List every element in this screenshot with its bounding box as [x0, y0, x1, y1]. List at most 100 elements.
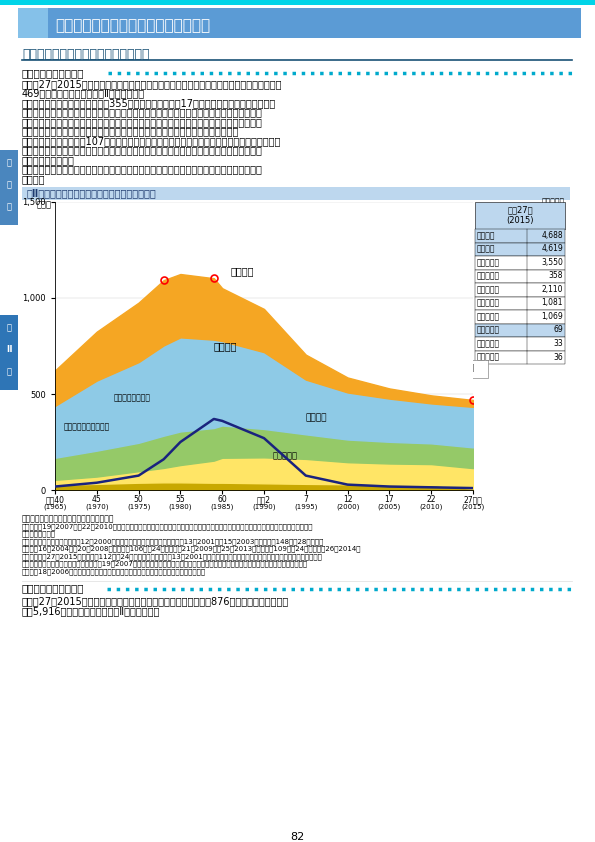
Text: (1990): (1990)	[252, 503, 275, 509]
Text: 平成2: 平成2	[257, 495, 271, 504]
Text: 沿岸漁業: 沿岸漁業	[477, 299, 500, 307]
Text: ナギの４魚種の収獲量であり、平成19（2007）年以降の収獲量は、琵琶湖、霞ヶ浦及び北浦において養殖されたその他の収獲量を含む。: ナギの４魚種の収獲量であり、平成19（2007）年以降の収獲量は、琵琶湖、霞ヶ浦…	[22, 561, 308, 568]
Text: （国内生産額の動向）: （国内生産額の動向）	[22, 584, 84, 594]
Text: 4,688: 4,688	[541, 231, 563, 240]
Text: 第２節　我が国の水産業をめぐる動き: 第２節 我が国の水産業をめぐる動き	[55, 18, 210, 33]
Bar	[22, 187, 570, 200]
Bar	[0, 0, 595, 5]
Text: ました。: ました。	[22, 174, 45, 184]
Text: 部: 部	[7, 202, 11, 211]
Text: 海　　面: 海 面	[477, 244, 496, 253]
Bar	[475, 202, 565, 229]
Text: (2015): (2015)	[461, 503, 484, 509]
Text: (2010): (2010)	[419, 503, 443, 509]
Text: 少したこと等によります。一方、マイワシやサバ類等では漁獲量が増加しました。: 少したこと等によります。一方、マイワシやサバ類等では漁獲量が増加しました。	[22, 126, 239, 136]
Text: （１）漁業・養殖業の国内生産の動向: （１）漁業・養殖業の国内生産の動向	[22, 48, 149, 61]
Text: 成16（2004）～20（2008）年は主要106河川24湖沼、平成21（2009）～25（2013）年は主要109河川24湖沼、平成26（2014）: 成16（2004）～20（2008）年は主要106河川24湖沼、平成21（200…	[22, 546, 362, 552]
Text: ２）内水面漁業生産量は、平成12（2000）年以前は全ての河川及び湖沼、平成13（2001）～15（2003）年は主要148河川28湖沼、平: ２）内水面漁業生産量は、平成12（2000）年以前は全ての河川及び湖沼、平成13…	[22, 538, 324, 545]
Text: 平成27（2015）年の我が国の漁業・養殖業生産額は、前年から876億円（６％）増加し、: 平成27（2015）年の我が国の漁業・養殖業生産額は、前年から876億円（６％）…	[22, 596, 289, 606]
Bar	[0, 315, 18, 390]
Text: （国内生産量の動向）: （国内生産量の動向）	[22, 68, 84, 78]
Text: 第: 第	[7, 323, 11, 332]
Text: 遠洋漁業: 遠洋漁業	[230, 266, 254, 276]
Text: ３）平成18（2006）年以降の内水面漁業の生産量には、遊漁者による採捕は含まれない。: ３）平成18（2006）年以降の内水面漁業の生産量には、遊漁者による採捕は含まれ…	[22, 568, 206, 574]
Text: 注１）平成19（2007）～22（2010）年については、漁業・養殖業生産量の内訳である「遠洋漁業」、「沖合漁業」及び「沿岸漁業」は推計: 注１）平成19（2007）～22（2010）年については、漁業・養殖業生産量の内…	[22, 523, 314, 530]
Text: (1975): (1975)	[127, 503, 151, 509]
Text: 82: 82	[290, 832, 304, 842]
Text: (1970): (1970)	[85, 503, 108, 509]
Bar	[475, 269, 565, 283]
Text: 7: 7	[303, 495, 308, 504]
Text: 沿岸漁業＋沖合漁業の: 沿岸漁業＋沖合漁業の	[70, 217, 116, 226]
Text: 内　水　面: 内 水 面	[477, 326, 500, 334]
Text: 12: 12	[343, 495, 352, 504]
Text: 22: 22	[427, 495, 436, 504]
Text: 年及び27（2015）年は主要112河川24湖沼の値である。平成13（2001）年以降の内水面養殖業生産量は、マス類、アユ、コイ及びウ: 年及び27（2015）年は主要112河川24湖沼の値である。平成13（2001）…	[22, 553, 323, 560]
Text: (2000): (2000)	[336, 503, 359, 509]
Text: 1,081: 1,081	[541, 299, 563, 307]
Text: (1985): (1985)	[211, 503, 234, 509]
Bar	[18, 8, 48, 38]
Text: 平成27年
(2015): 平成27年 (2015)	[506, 205, 534, 225]
Text: (1965): (1965)	[43, 503, 67, 509]
Bar	[475, 283, 565, 296]
Text: このうち、海面漁業の漁獲量は355万トンで、前年から17万トン（５％）減少しました。: このうち、海面漁業の漁獲量は355万トンで、前年から17万トン（５％）減少しまし…	[22, 98, 276, 108]
Text: 55: 55	[176, 495, 185, 504]
Bar	[223, 207, 361, 225]
Text: 平成27（2015）年　469万トン: 平成27（2015）年 469万トン	[390, 362, 475, 371]
Text: 沿岸漁業: 沿岸漁業	[306, 413, 327, 423]
Text: 流の影響により我が国沿岸に好漁場が形成されず資源量も減少しているサンマの漁獲量が減: 流の影響により我が国沿岸に好漁場が形成されず資源量も減少しているサンマの漁獲量が…	[22, 117, 263, 127]
Bar	[18, 8, 581, 38]
Text: 昭和59（1984）年　生産量ピーク：1,282万トン: 昭和59（1984）年 生産量ピーク：1,282万トン	[225, 209, 349, 218]
Text: 生
産
量: 生 産 量	[466, 286, 470, 320]
Text: 2,110: 2,110	[541, 285, 563, 294]
Text: 量が増加しました。: 量が増加しました。	[22, 155, 75, 165]
Text: 45: 45	[92, 495, 102, 504]
Text: (1980): (1980)	[168, 503, 192, 509]
Text: 36: 36	[553, 353, 563, 361]
Text: Ⅱ: Ⅱ	[7, 345, 12, 354]
Text: 漁獲量（マイワシを除く）: 漁獲量（マイワシを除く）	[70, 225, 126, 234]
Text: 沖合漁業: 沖合漁業	[214, 341, 237, 351]
Text: 値である。: 値である。	[22, 530, 56, 537]
Text: 4,619: 4,619	[541, 244, 563, 253]
Text: 漁　　獲: 漁 獲	[477, 258, 500, 267]
Text: （千トン）: （千トン）	[542, 197, 565, 206]
Text: 第: 第	[7, 158, 11, 167]
Text: 平成27（2015）年の我が国の漁業・養殖業生産量は、前年から８万トン（２％）減少し、: 平成27（2015）年の我が国の漁業・養殖業生産量は、前年から８万トン（２％）減…	[22, 79, 283, 89]
Text: 昭和40: 昭和40	[45, 495, 64, 504]
Text: 17: 17	[384, 495, 394, 504]
Text: 海面養殖業: 海面養殖業	[273, 451, 298, 460]
Bar	[475, 229, 565, 242]
Bar	[475, 296, 565, 310]
Text: １兆5,916億円となりました（図Ⅱ－２－２）。: １兆5,916億円となりました（図Ⅱ－２－２）。	[22, 606, 161, 616]
Bar	[475, 337, 565, 350]
Text: 昭和53（1978）年: 昭和53（1978）年	[70, 209, 122, 218]
Text: 養　　殖: 養 殖	[477, 353, 500, 361]
Bar	[475, 323, 565, 337]
Text: 沖合漁業: 沖合漁業	[477, 285, 500, 294]
Bar	[388, 360, 488, 378]
Text: 海面養殖業の収獲量は107万トンで、前年から８万トン（８％）増加しました。魚種別には、: 海面養殖業の収獲量は107万トンで、前年から８万トン（８％）増加しました。魚種別…	[22, 136, 281, 146]
Text: 内水面漁業・養殖業－: 内水面漁業・養殖業－	[63, 422, 109, 431]
Bar	[475, 242, 565, 256]
Bar	[475, 350, 565, 364]
Text: 358: 358	[549, 271, 563, 280]
Text: 養　　殖: 養 殖	[477, 312, 500, 321]
Text: １: １	[7, 180, 11, 189]
Text: (1995): (1995)	[294, 503, 318, 509]
Text: 漁　　獲: 漁 獲	[477, 339, 500, 348]
Text: これは主に、主産地であるオホーツク海沿岸で爆弾低気圧の被害を受けたホタテガイや、海: これは主に、主産地であるオホーツク海沿岸で爆弾低気圧の被害を受けたホタテガイや、…	[22, 108, 263, 118]
Bar	[0, 150, 18, 225]
Text: マイワシの漁獲量: マイワシの漁獲量	[114, 393, 151, 402]
Text: 60: 60	[217, 495, 227, 504]
Text: 69: 69	[553, 326, 563, 334]
Text: 27　年: 27 年	[464, 495, 483, 504]
Text: 青森県で斃死が少なく生育の良かったホタテガイ、兵庫県で生育の良かったノリ類等で収獲: 青森県で斃死が少なく生育の良かったホタテガイ、兵庫県で生育の良かったノリ類等で収…	[22, 146, 263, 156]
Text: 章: 章	[7, 367, 11, 376]
Text: (2005): (2005)	[378, 503, 401, 509]
Text: 33: 33	[553, 339, 563, 348]
Text: 合　　計: 合 計	[477, 231, 496, 240]
Text: ピーク：587万トン: ピーク：587万トン	[70, 233, 117, 242]
Bar	[68, 207, 173, 243]
